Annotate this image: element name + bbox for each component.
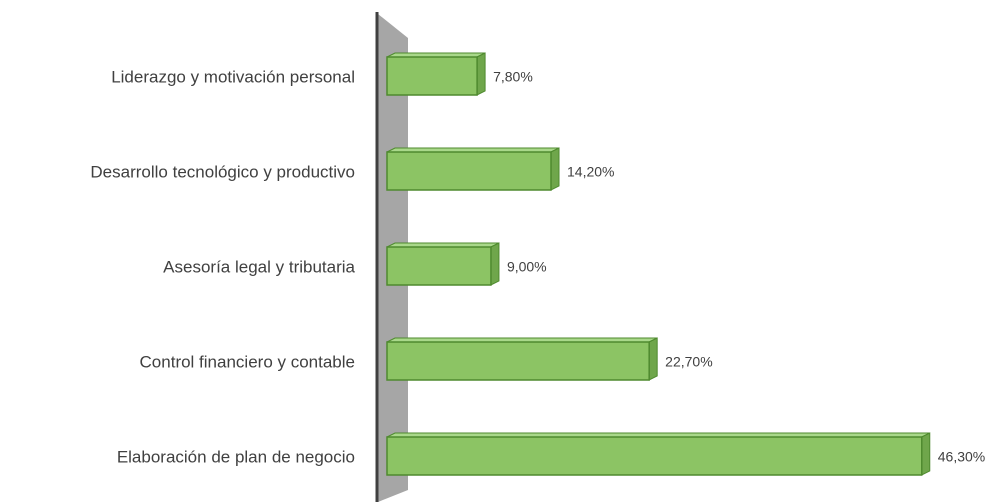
bar-front <box>386 56 478 96</box>
bar-front <box>386 436 923 476</box>
value-label: 46,30% <box>938 449 985 465</box>
category-label: Liderazgo y motivación personal <box>111 67 355 86</box>
bar <box>386 147 560 191</box>
bar-side <box>921 432 931 476</box>
bar-side <box>550 147 560 191</box>
bar <box>386 337 658 381</box>
bar-front <box>386 151 552 191</box>
category-label: Desarrollo tecnológico y productivo <box>90 162 355 181</box>
value-label: 9,00% <box>507 259 547 275</box>
value-label: 22,70% <box>665 354 712 370</box>
bar-front <box>386 341 650 381</box>
category-label: Control financiero y contable <box>140 352 355 371</box>
category-label: Elaboración de plan de negocio <box>117 447 355 466</box>
bar <box>386 242 500 286</box>
bar-side <box>648 337 658 381</box>
value-label: 14,20% <box>567 164 614 180</box>
bar-front <box>386 246 492 286</box>
bar <box>386 432 931 476</box>
category-label: Asesoría legal y tributaria <box>163 257 355 276</box>
bar-side <box>476 52 486 96</box>
bar-side <box>490 242 500 286</box>
value-label: 7,80% <box>493 69 533 85</box>
bar <box>386 52 486 96</box>
